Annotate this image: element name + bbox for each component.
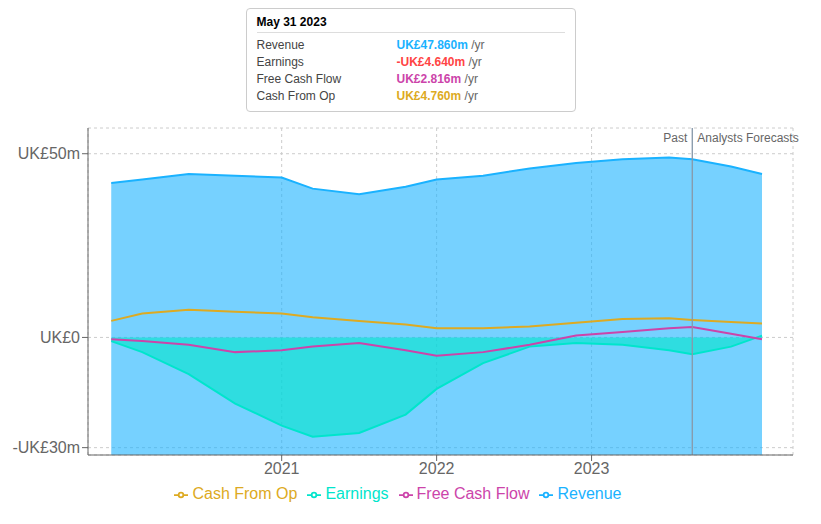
html-text:Cash From Op: Cash From Op bbox=[256, 89, 336, 103]
html-text:Free Cash Flow: Free Cash Flow bbox=[416, 485, 530, 502]
html-text:UK£47.860m /yr: UK£47.860m /yr bbox=[396, 38, 485, 52]
svg-text:UK£50m: UK£50m bbox=[18, 145, 80, 162]
html-text:UK£2.816m /yr: UK£2.816m /yr bbox=[396, 72, 478, 86]
svg-text:2022: 2022 bbox=[419, 460, 455, 477]
html-text:May 31 2023: May 31 2023 bbox=[256, 15, 327, 29]
html-text:Cash From Op: Cash From Op bbox=[192, 485, 298, 502]
html-text:Earnings: Earnings bbox=[325, 485, 389, 502]
svg-text:2021: 2021 bbox=[264, 460, 300, 477]
html-text:Earnings: Earnings bbox=[256, 55, 304, 69]
html-text:Revenue: Revenue bbox=[557, 485, 622, 502]
svg-text:2023: 2023 bbox=[574, 460, 610, 477]
svg-text:-UK£30m: -UK£30m bbox=[12, 439, 80, 456]
html-text:Revenue: Revenue bbox=[256, 38, 305, 52]
html-text:Free Cash Flow: Free Cash Flow bbox=[256, 72, 342, 86]
svg-text:UK£0: UK£0 bbox=[40, 329, 80, 346]
html-text:UK£4.760m /yr: UK£4.760m /yr bbox=[396, 89, 478, 103]
svg-text:Past: Past bbox=[663, 131, 688, 145]
html-text:-UK£4.640m /yr: -UK£4.640m /yr bbox=[396, 55, 482, 69]
svg-text:Analysts Forecasts: Analysts Forecasts bbox=[697, 131, 798, 145]
